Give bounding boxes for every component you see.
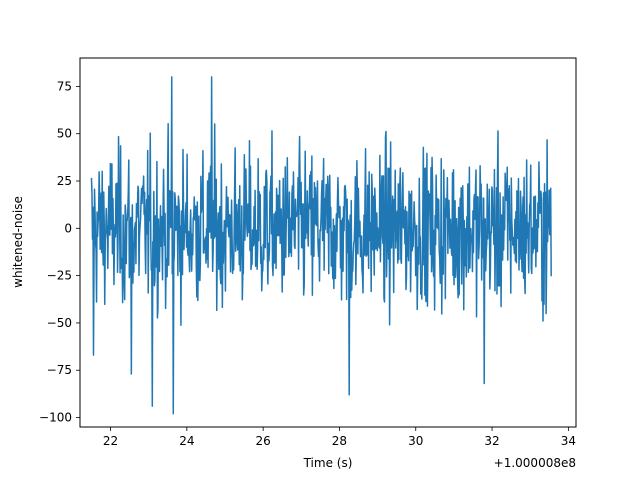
x-tick-label: 30	[408, 434, 423, 448]
y-tick-label: −25	[47, 269, 72, 283]
x-axis: 22 24 26 28 30 32 34	[103, 427, 576, 448]
y-tick-label: 75	[57, 79, 72, 93]
x-axis-offset-label: +1.000008e8	[494, 456, 576, 470]
plot-area	[90, 76, 552, 415]
y-axis-label: whitened-noise	[11, 196, 25, 288]
x-tick-label: 24	[179, 434, 194, 448]
y-tick-label: −75	[47, 363, 72, 377]
x-axis-label: Time (s)	[303, 456, 353, 470]
y-tick-label: 50	[57, 127, 72, 141]
y-axis: −100 −75 −50 −25 0 25 50 75	[39, 79, 80, 425]
y-tick-label: −100	[39, 411, 72, 425]
x-tick-label: 32	[484, 434, 499, 448]
x-tick-label: 26	[255, 434, 270, 448]
axes-frame	[79, 57, 577, 428]
y-tick-label: 0	[64, 221, 72, 235]
y-tick-label: −50	[47, 316, 72, 330]
series-line-whitened-noise	[90, 76, 552, 415]
x-tick-label: 34	[561, 434, 576, 448]
x-tick-label: 22	[103, 434, 118, 448]
x-tick-label: 28	[332, 434, 347, 448]
y-tick-label: 25	[57, 174, 72, 188]
